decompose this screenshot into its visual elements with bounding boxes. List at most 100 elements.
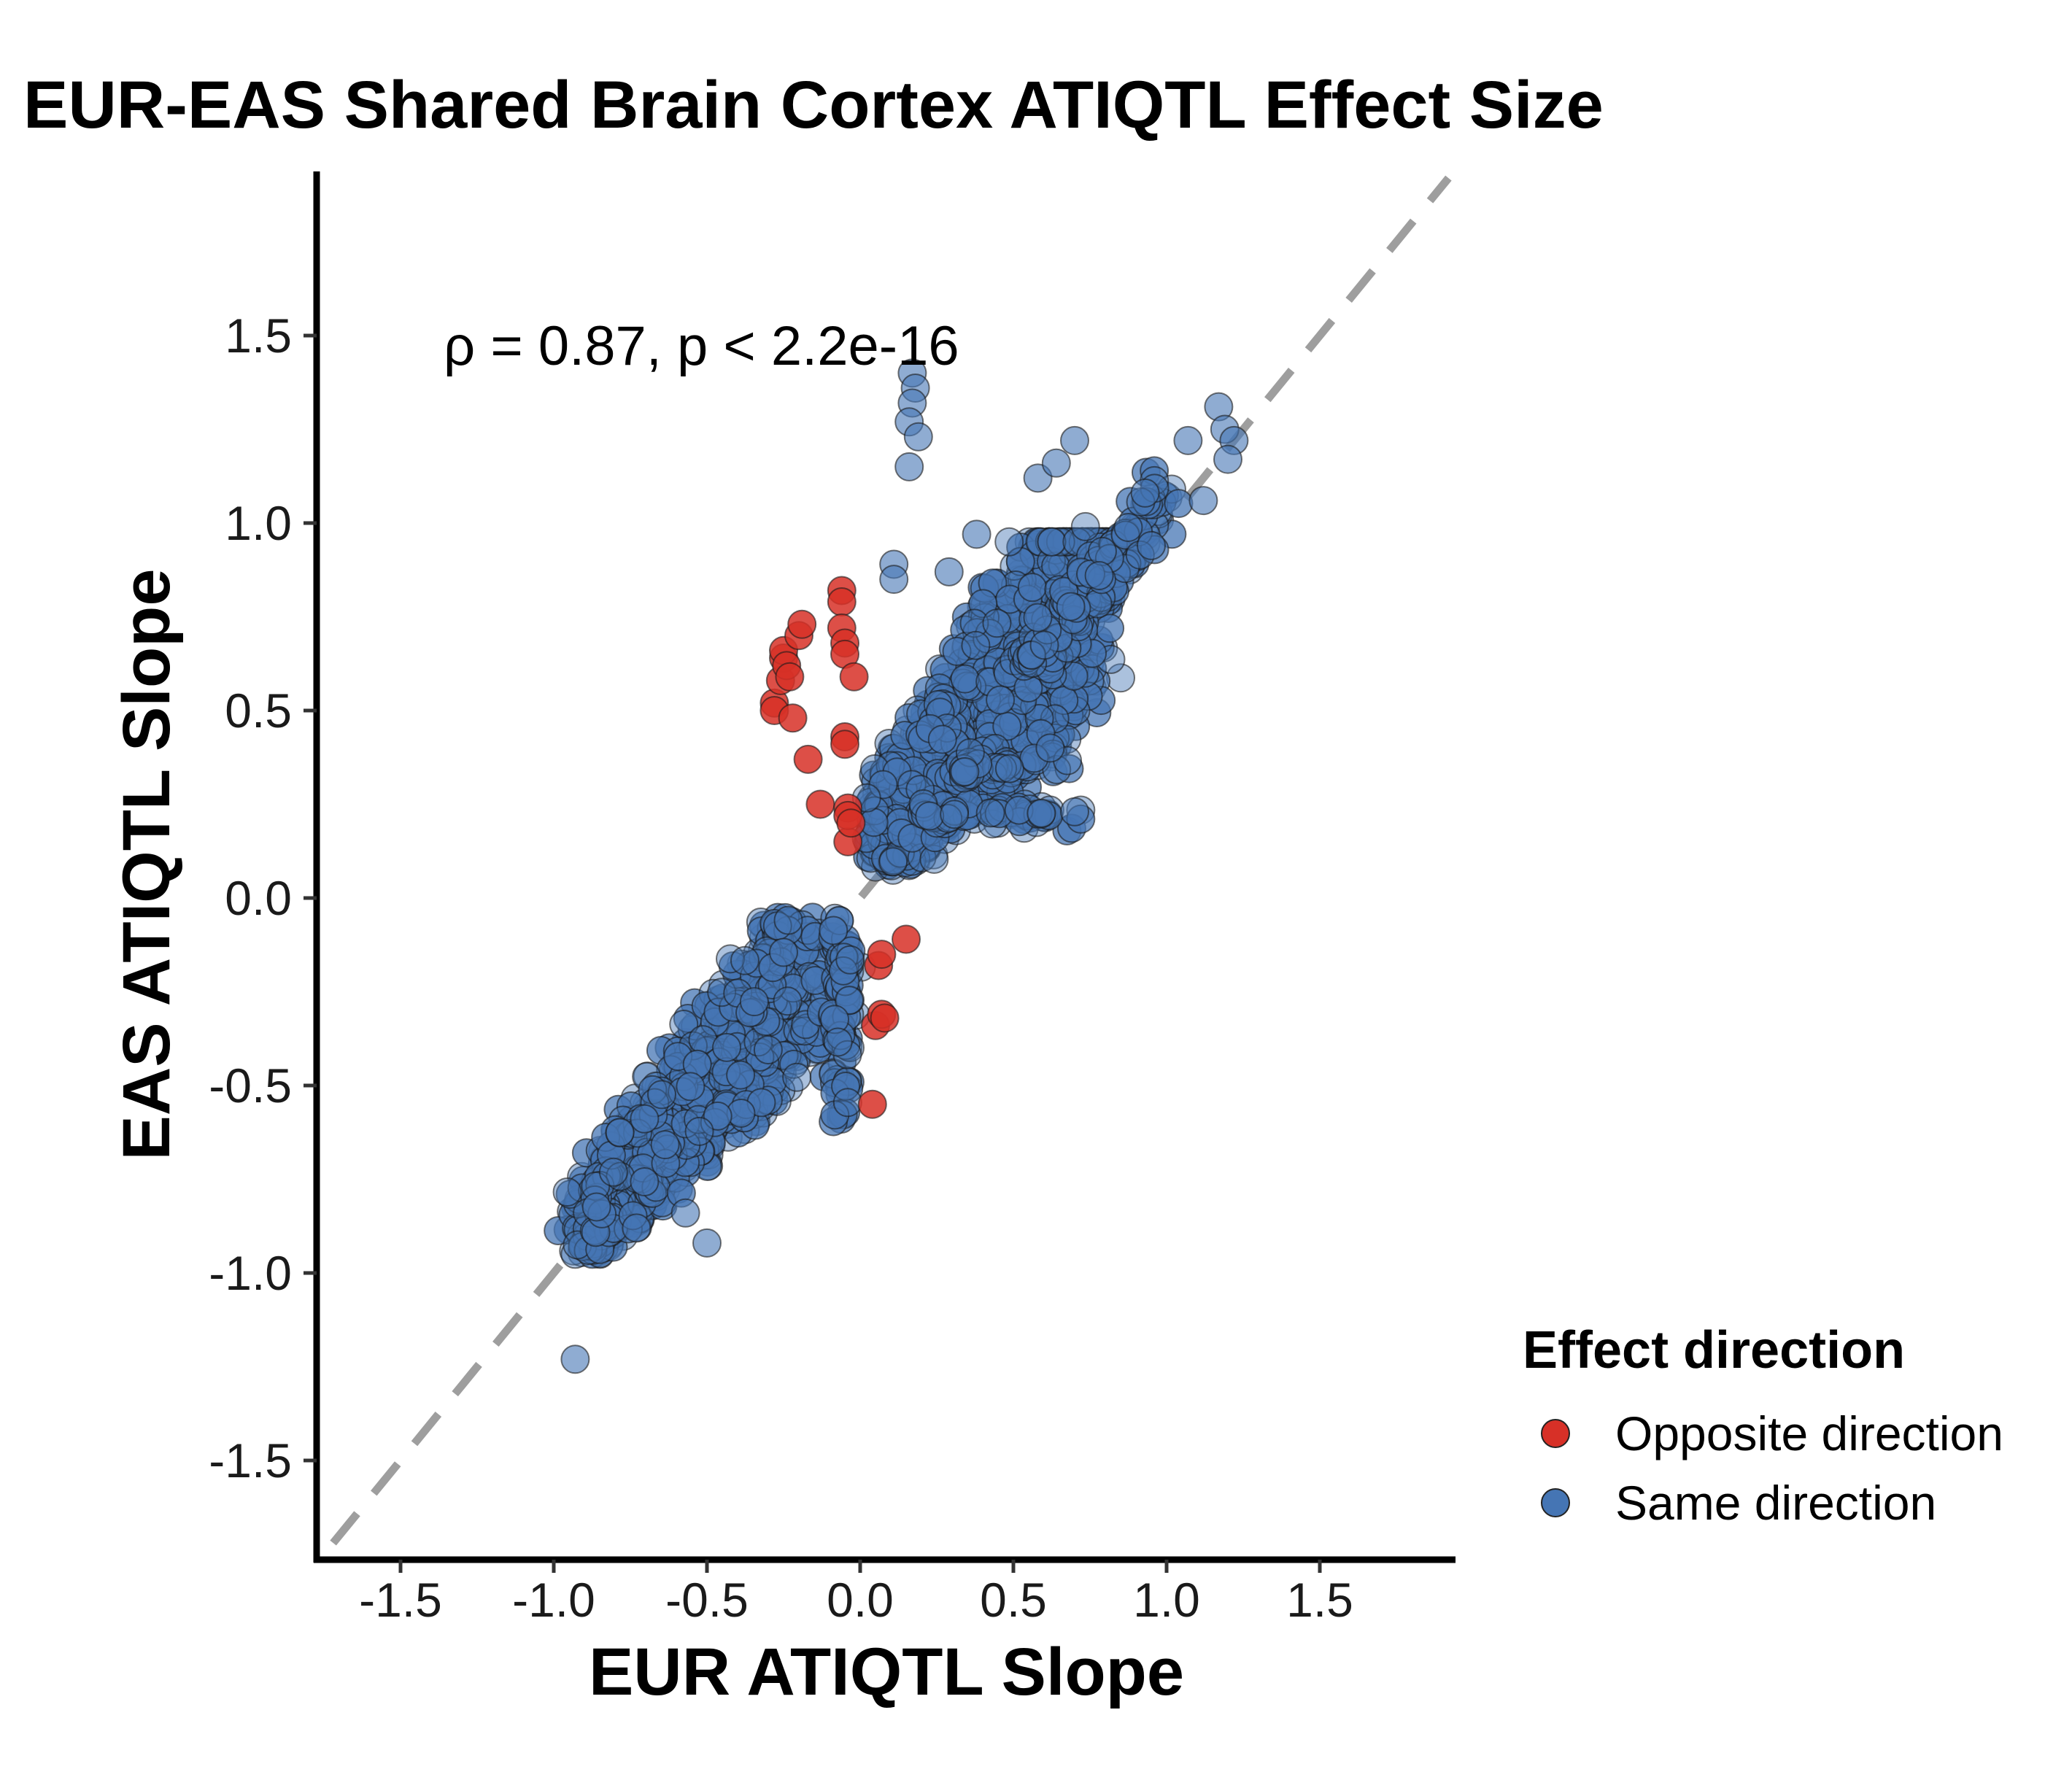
same-direction-point (707, 978, 737, 1007)
y-axis-ticks: -1.5 -1.0 -0.5 0.0 0.5 1.0 1.5 (209, 309, 317, 1487)
same-direction-point (961, 630, 991, 660)
same-direction-point (823, 1027, 853, 1057)
chart-title: EUR-EAS Shared Brain Cortex ATIQTL Effec… (23, 68, 1604, 142)
same-direction-point (894, 452, 924, 481)
same-direction-point (1130, 478, 1160, 508)
x-tick-label: 1.5 (1286, 1573, 1353, 1627)
same-direction-point (1113, 513, 1143, 543)
y-tick-label: -1.5 (209, 1433, 292, 1487)
same-direction-point (1095, 614, 1125, 643)
same-direction-point (1084, 560, 1114, 590)
same-direction-point (622, 1213, 652, 1243)
same-direction-point (676, 1072, 706, 1102)
same-direction-point (1087, 536, 1117, 566)
y-tick-label: 1.0 (225, 496, 292, 550)
same-direction-point (1213, 444, 1242, 474)
same-direction-point (994, 527, 1024, 557)
reference-line (330, 175, 1452, 1546)
x-tick-label: -1.0 (512, 1573, 595, 1627)
same-direction-point (820, 1100, 850, 1130)
same-direction-point (773, 905, 803, 935)
same-direction-point (670, 1198, 700, 1228)
same-direction-point (942, 636, 972, 666)
opposite-direction-point (867, 940, 897, 970)
y-tick-label: -1.0 (209, 1246, 292, 1300)
same-direction-point (1188, 486, 1218, 516)
x-tick-label: 0.5 (980, 1573, 1047, 1627)
opposite-direction-point (870, 1003, 900, 1033)
same-direction-point (1041, 448, 1071, 478)
same-direction-point (1029, 630, 1059, 660)
same-direction-point (975, 798, 1005, 828)
same-direction-point (753, 1035, 783, 1065)
same-direction-point (1037, 527, 1067, 557)
x-axis-ticks: -1.5 -1.0 -0.5 0.0 0.5 1.0 1.5 (359, 1560, 1353, 1627)
same-direction-point (820, 1005, 850, 1034)
same-direction-point (726, 1060, 756, 1090)
opposite-direction-point (805, 789, 835, 819)
same-direction-point (950, 664, 980, 694)
same-direction-point (927, 724, 957, 754)
opposite-direction-point (892, 924, 921, 954)
correlation-annotation: ρ = 0.87, p < 2.2e-16 (444, 315, 959, 377)
same-direction-point (934, 557, 964, 587)
same-direction-point (638, 1075, 668, 1104)
same-direction-point (739, 987, 769, 1017)
same-direction-point (832, 1088, 862, 1118)
legend-title: Effect direction (1523, 1321, 1905, 1380)
opposite-direction-point (787, 609, 817, 639)
same-direction-point (1173, 425, 1203, 455)
same-direction-point (560, 1344, 590, 1374)
same-direction-point (581, 1192, 611, 1222)
same-direction-point (715, 944, 745, 974)
same-direction-point (819, 916, 848, 945)
same-direction-point (1137, 530, 1166, 560)
same-direction-point (552, 1177, 582, 1207)
same-direction-point (982, 608, 1012, 638)
y-axis-title: EAS ATIQTL Slope (109, 568, 184, 1160)
same-direction-point (1023, 603, 1053, 632)
x-tick-label: -0.5 (665, 1573, 749, 1627)
same-direction-point (630, 1104, 660, 1134)
same-direction-point (903, 422, 933, 452)
same-direction-point (1017, 573, 1047, 603)
same-direction-point (950, 756, 980, 786)
opposite-direction-point (778, 703, 808, 733)
opposite-direction-point (839, 662, 869, 692)
legend-label-same: Same direction (1615, 1476, 1936, 1530)
same-direction-point (650, 1130, 680, 1160)
same-direction-point (1056, 592, 1086, 622)
same-direction-point (730, 945, 759, 975)
opposite-direction-point (857, 1089, 887, 1119)
same-direction-point (630, 1166, 660, 1196)
legend-label-opposite: Opposite direction (1615, 1406, 2003, 1460)
opposite-direction-point (827, 587, 857, 616)
same-direction-point (769, 937, 799, 967)
same-direction-point (1027, 798, 1056, 828)
opposite-direction-point (836, 808, 866, 838)
x-tick-label: -1.5 (359, 1573, 442, 1627)
legend-key-same (1541, 1488, 1570, 1517)
same-direction-point (712, 1032, 742, 1062)
y-tick-label: 1.5 (225, 309, 292, 363)
same-direction-point (692, 1228, 722, 1258)
y-tick-label: 0.5 (225, 684, 292, 738)
plot-area (330, 175, 1452, 1546)
same-direction-point (773, 986, 803, 1016)
x-axis-title: EUR ATIQTL Slope (589, 1635, 1184, 1709)
same-direction-point (940, 800, 970, 829)
opposite-direction-points (759, 576, 921, 1119)
y-tick-label: -0.5 (209, 1059, 292, 1112)
x-tick-label: 1.0 (1133, 1573, 1200, 1627)
same-direction-point (959, 608, 989, 638)
opposite-direction-point (830, 730, 859, 759)
same-direction-point (605, 1118, 635, 1148)
opposite-direction-point (793, 744, 823, 774)
same-direction-point (598, 1157, 628, 1187)
same-direction-point (1060, 425, 1089, 455)
opposite-direction-point (775, 662, 805, 692)
same-direction-points (544, 358, 1249, 1374)
same-direction-point (986, 685, 1016, 715)
y-tick-label: 0.0 (225, 871, 292, 925)
same-direction-point (831, 1072, 861, 1102)
